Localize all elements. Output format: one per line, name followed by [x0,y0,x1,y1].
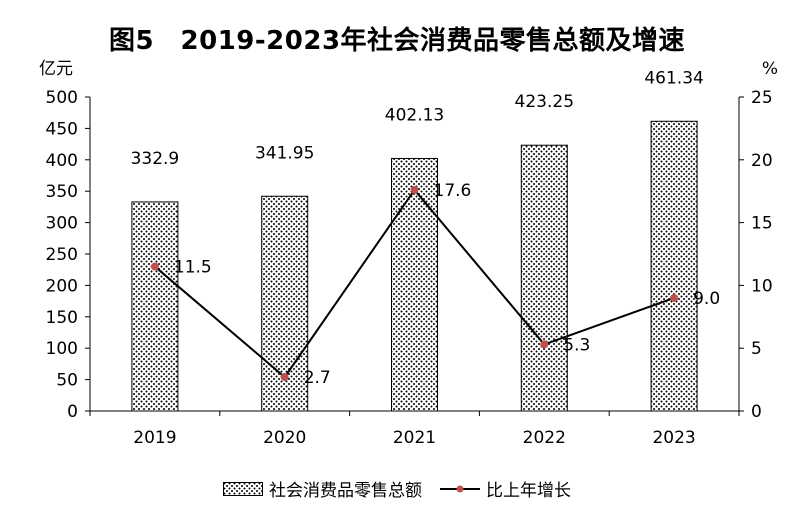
legend-item-line: 比上年增长 [440,476,571,501]
legend-label-bars: 社会消费品零售总额 [269,481,422,501]
y-left-tick-label: 350 [46,182,78,202]
bar [391,157,438,412]
growth-value-label: 2.7 [304,368,331,388]
y-left-tick-label: 0 [67,402,78,422]
legend: 社会消费品零售总额 比上年增长 [0,476,794,501]
y-right-tick-label: 5 [751,339,762,359]
y-right-tick-label: 20 [751,151,773,171]
chart-title: 图5 2019-2023年社会消费品零售总额及增速 [108,26,686,56]
growth-value-label: 5.3 [563,335,590,355]
y-right-tick-label: 15 [751,214,773,234]
y-left-tick-label: 100 [46,339,78,359]
y-left-tick-label: 200 [46,276,78,296]
y-left-tick-label: 150 [46,308,78,328]
y-left-tick-label: 400 [46,151,78,171]
y-left-tick-label: 500 [46,88,78,108]
x-tick-label: 2022 [523,428,566,448]
x-tick-label: 2021 [393,428,436,448]
growth-point [540,340,549,349]
legend-bar-swatch [223,481,263,496]
y-left-tick-label: 50 [56,371,78,391]
bar [650,120,698,412]
growth-point [280,373,289,382]
growth-value-label: 17.6 [434,181,472,201]
bar [520,144,568,412]
y-left-tick-label: 250 [46,245,78,265]
x-tick-label: 2020 [263,428,306,448]
legend-label-line: 比上年增长 [486,481,571,501]
x-tick-label: 2019 [133,428,176,448]
growth-point [410,185,419,194]
growth-point [670,293,679,302]
y-left-unit: 亿元 [39,59,73,79]
growth-value-label: 11.5 [174,258,212,278]
y-left-tick-label: 450 [46,119,78,139]
growth-value-label: 9.0 [693,289,720,309]
growth-point [150,262,159,271]
bar-value-label: 332.9 [131,149,180,169]
y-left-tick-label: 300 [46,214,78,234]
bar-value-label: 402.13 [385,105,444,125]
x-tick-label: 2023 [652,428,695,448]
y-right-tick-label: 25 [751,88,773,108]
y-right-tick-label: 0 [751,402,762,422]
y-right-tick-label: 10 [751,276,773,296]
legend-line-swatch [440,485,480,492]
y-right-unit: % [762,59,778,79]
bar-value-label: 423.25 [515,92,574,112]
bar [131,201,179,412]
legend-item-bars: 社会消费品零售总额 [223,476,422,501]
bar-value-label: 461.34 [644,68,703,88]
bar-value-label: 341.95 [255,143,314,163]
